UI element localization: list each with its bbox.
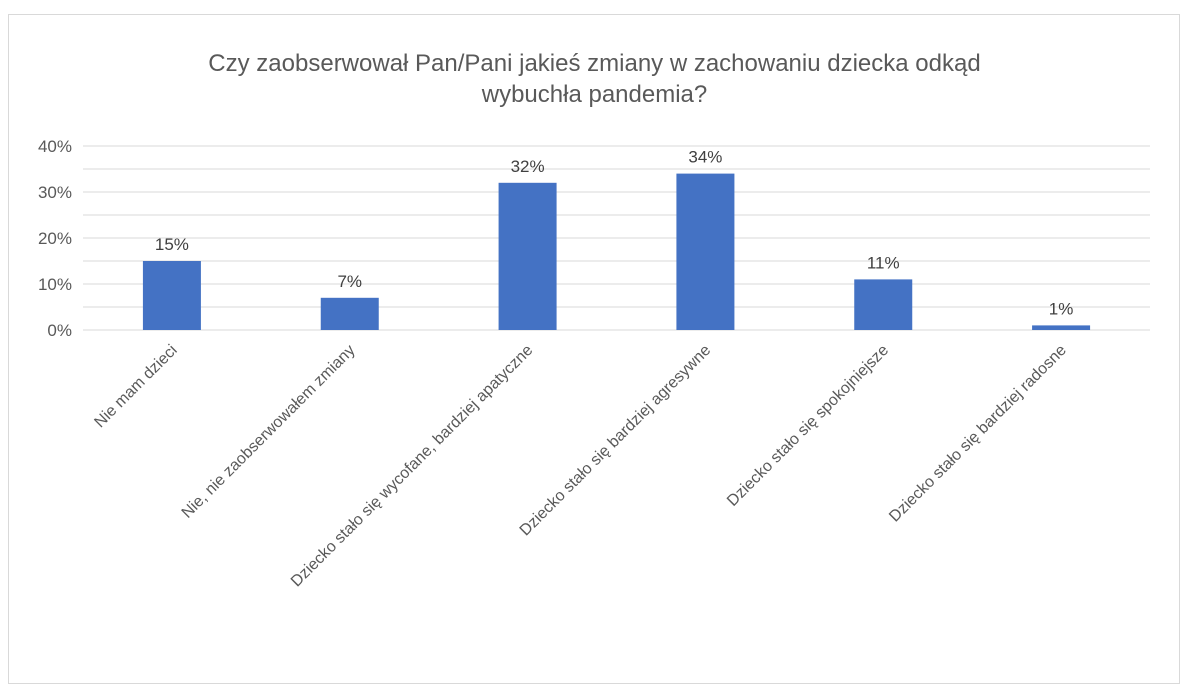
data-label: 32% <box>511 157 545 176</box>
y-tick-label: 20% <box>38 229 72 248</box>
data-label: 11% <box>867 253 900 272</box>
y-tick-label: 40% <box>38 137 72 156</box>
data-label: 15% <box>155 235 189 254</box>
y-tick-label: 30% <box>38 183 72 202</box>
bars <box>142 173 1091 330</box>
bar <box>498 182 557 330</box>
chart-frame <box>8 14 1180 684</box>
y-tick-label: 10% <box>38 275 72 294</box>
category-label: Nie, nie zaobserwowałem zmiany <box>179 342 359 522</box>
y-axis-tick-labels: 0% 10% 20% 30% 40% <box>38 137 72 340</box>
bar <box>676 173 735 330</box>
bar <box>320 297 379 330</box>
chart-title-line-2: wybuchła pandemia? <box>481 81 708 108</box>
category-label: Nie mam dzieci <box>91 342 180 431</box>
data-label: 7% <box>337 272 362 291</box>
gridlines <box>83 145 1150 331</box>
chart-title-line-1: Czy zaobserwował Pan/Pani jakieś zmiany … <box>208 50 981 77</box>
y-tick-label: 0% <box>47 321 72 340</box>
category-label: Dziecko stało się bardziej agresywne <box>517 342 715 540</box>
data-label: 34% <box>688 148 722 167</box>
bar <box>142 261 201 330</box>
category-label: Dziecko stało się bardziej radosne <box>886 342 1070 526</box>
data-label: 1% <box>1049 299 1074 318</box>
chart-title: Czy zaobserwował Pan/Pani jakieś zmiany … <box>0 48 1189 110</box>
bar <box>1032 325 1091 330</box>
data-labels: 15% 7% 32% 34% 11% 1% <box>155 148 1073 319</box>
category-label: Dziecko stało się spokojniejsze <box>724 342 892 510</box>
bar <box>854 279 913 330</box>
